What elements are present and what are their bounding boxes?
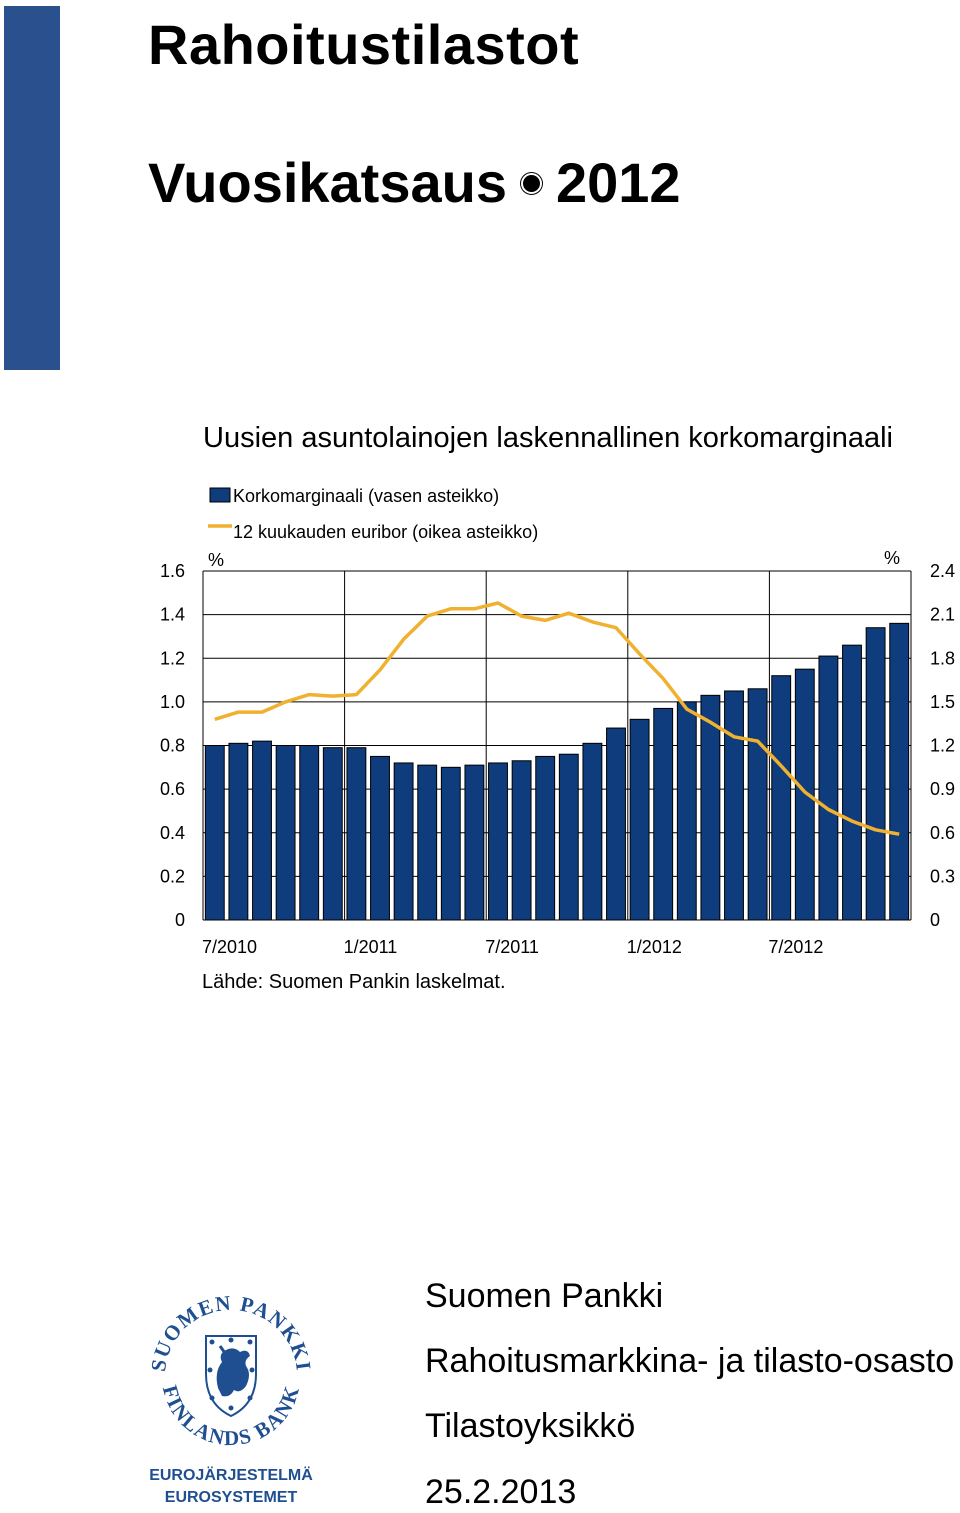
sidebar-accent-bar [4, 6, 60, 370]
subtitle-word: Vuosikatsaus [148, 151, 507, 214]
y-right-tick-label: 0.6 [930, 823, 955, 843]
y-right-tick-label: 2.4 [930, 561, 955, 581]
bar [535, 755, 556, 921]
bar [417, 764, 438, 921]
document-title: Rahoitustilastot [148, 13, 580, 76]
x-tick-label: 7/2010 [202, 937, 257, 957]
bank-logo: SUOMEN PANKKI FINLANDS BANK EUROJÄRJESTE… [148, 1291, 314, 1506]
bar [771, 675, 792, 921]
series-line-euribor [214, 601, 900, 836]
y-left-tick-label: 1.4 [160, 605, 185, 625]
footer-organization: Suomen Pankki [425, 1277, 664, 1315]
y-right-tick-label: 0 [930, 910, 940, 930]
lion-emblem-icon [205, 1335, 257, 1418]
y-right-tick-label: 0.3 [930, 866, 955, 886]
bar [794, 668, 815, 921]
bar [275, 745, 296, 921]
bar [818, 655, 839, 921]
bar [558, 753, 579, 921]
bar [724, 690, 744, 921]
legend-swatch-bar [209, 487, 231, 503]
bar [629, 718, 650, 921]
x-tick-label: 7/2012 [768, 937, 823, 957]
footer-department: Rahoitusmarkkina- ja tilasto-osasto [425, 1342, 955, 1380]
unit-label-right: % [884, 548, 900, 568]
y-right-tick-label: 2.1 [930, 605, 955, 625]
y-right-tick-label: 1.5 [930, 692, 955, 712]
y-left-tick-label: 0.2 [160, 866, 185, 886]
bar [370, 755, 390, 921]
chart-title: Uusien asuntolainojen laskennallinen kor… [203, 422, 893, 454]
bar [322, 747, 343, 921]
bar [393, 762, 414, 921]
y-right-tick-label: 1.8 [930, 648, 955, 668]
bar [889, 622, 910, 921]
bullet-dot-icon [520, 172, 542, 194]
bar [653, 707, 674, 921]
x-tick-label: 1/2011 [344, 937, 398, 957]
y-right-tick-label: 0.9 [930, 779, 955, 799]
legend-label-line: 12 kuukauden euribor (oikea asteikko) [233, 522, 538, 542]
bar [582, 742, 603, 921]
legend-label-bar: Korkomarginaali (vasen asteikko) [233, 486, 499, 506]
footer-unit: Tilastoyksikkö [425, 1407, 636, 1445]
logo-line2: EUROSYSTEMET [165, 1489, 298, 1506]
bar [511, 760, 532, 921]
bar [440, 766, 461, 921]
y-left-tick-label: 0 [175, 910, 185, 930]
y-right-tick-label: 1.2 [930, 736, 955, 756]
subtitle-year: 2012 [555, 151, 681, 214]
bar [228, 742, 249, 921]
bar [865, 627, 886, 921]
bar [606, 727, 626, 921]
x-tick-label: 7/2011 [485, 937, 539, 957]
bar [464, 764, 485, 921]
y-left-tick-label: 0.6 [160, 779, 185, 799]
bar [700, 694, 721, 921]
x-tick-label: 1/2012 [627, 937, 682, 957]
y-left-tick-label: 0.8 [160, 736, 185, 756]
unit-label-left: % [208, 550, 224, 570]
y-left-tick-label: 1.2 [160, 648, 185, 668]
bar [676, 701, 697, 921]
logo-line1: EUROJÄRJESTELMÄ [149, 1466, 313, 1484]
bar [842, 644, 862, 921]
document-subtitle: Vuosikatsaus 2012 [148, 150, 681, 215]
y-left-tick-label: 0.4 [160, 823, 185, 843]
bar [299, 745, 320, 921]
bar [346, 747, 367, 921]
bar [204, 745, 225, 921]
chart: 0 0 0.2 0.3 0.4 0.6 0.6 0.9 0.8 1.2 1.0 1.5 1.2 1.8 1.… [160, 486, 955, 957]
y-left-tick-label: 1.6 [160, 561, 185, 581]
bar [488, 762, 508, 921]
y-left-tick-label: 1.0 [160, 692, 185, 712]
source-note: Lähde: Suomen Pankin laskelmat. [202, 971, 506, 993]
bar [252, 740, 272, 921]
bar [747, 688, 768, 921]
footer-date: 25.2.2013 [425, 1473, 577, 1511]
